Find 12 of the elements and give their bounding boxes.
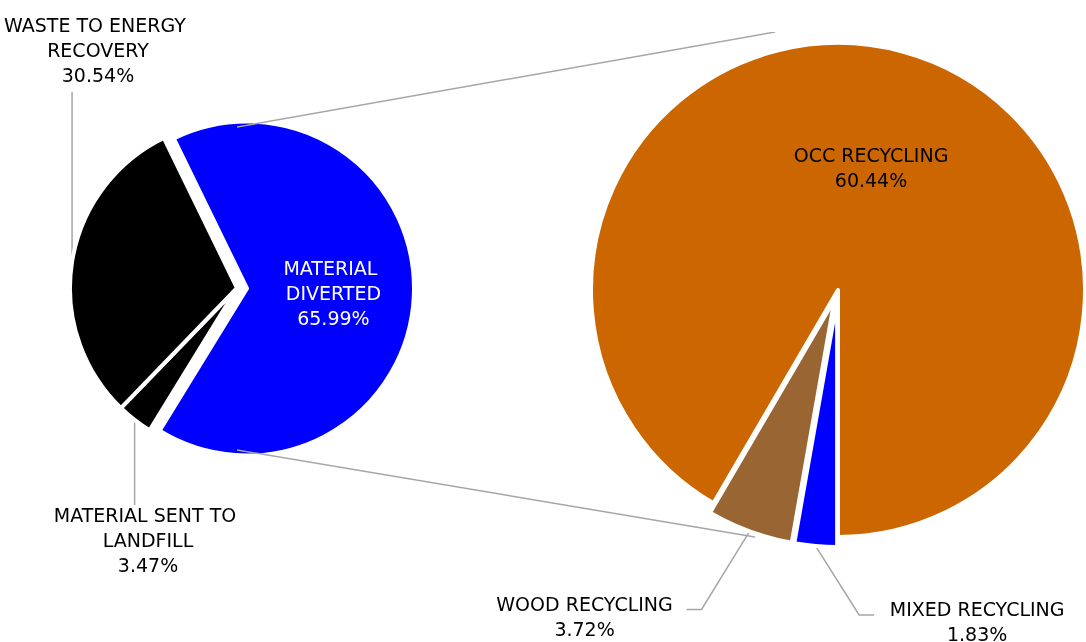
data-label: 60.44% <box>834 169 908 192</box>
slice-label: MATERIAL SENT TO LANDFILL <box>53 504 243 551</box>
slice-label: WASTE TO ENERGY RECOVERY <box>4 14 192 61</box>
slice-label: MATERIAL DIVERTED <box>283 256 384 304</box>
data-label: 1.83% <box>946 623 1008 642</box>
data-label: 3.72% <box>554 617 615 640</box>
slice-label: MIXED RECYCLING <box>889 598 1065 621</box>
data-label: 65.99% <box>297 306 370 329</box>
data-label: 3.47% <box>117 554 179 576</box>
data-label: 30.54% <box>61 64 135 86</box>
slice-label: WOOD RECYCLING <box>496 592 673 615</box>
slice-label: OCC RECYCLING <box>793 144 949 167</box>
